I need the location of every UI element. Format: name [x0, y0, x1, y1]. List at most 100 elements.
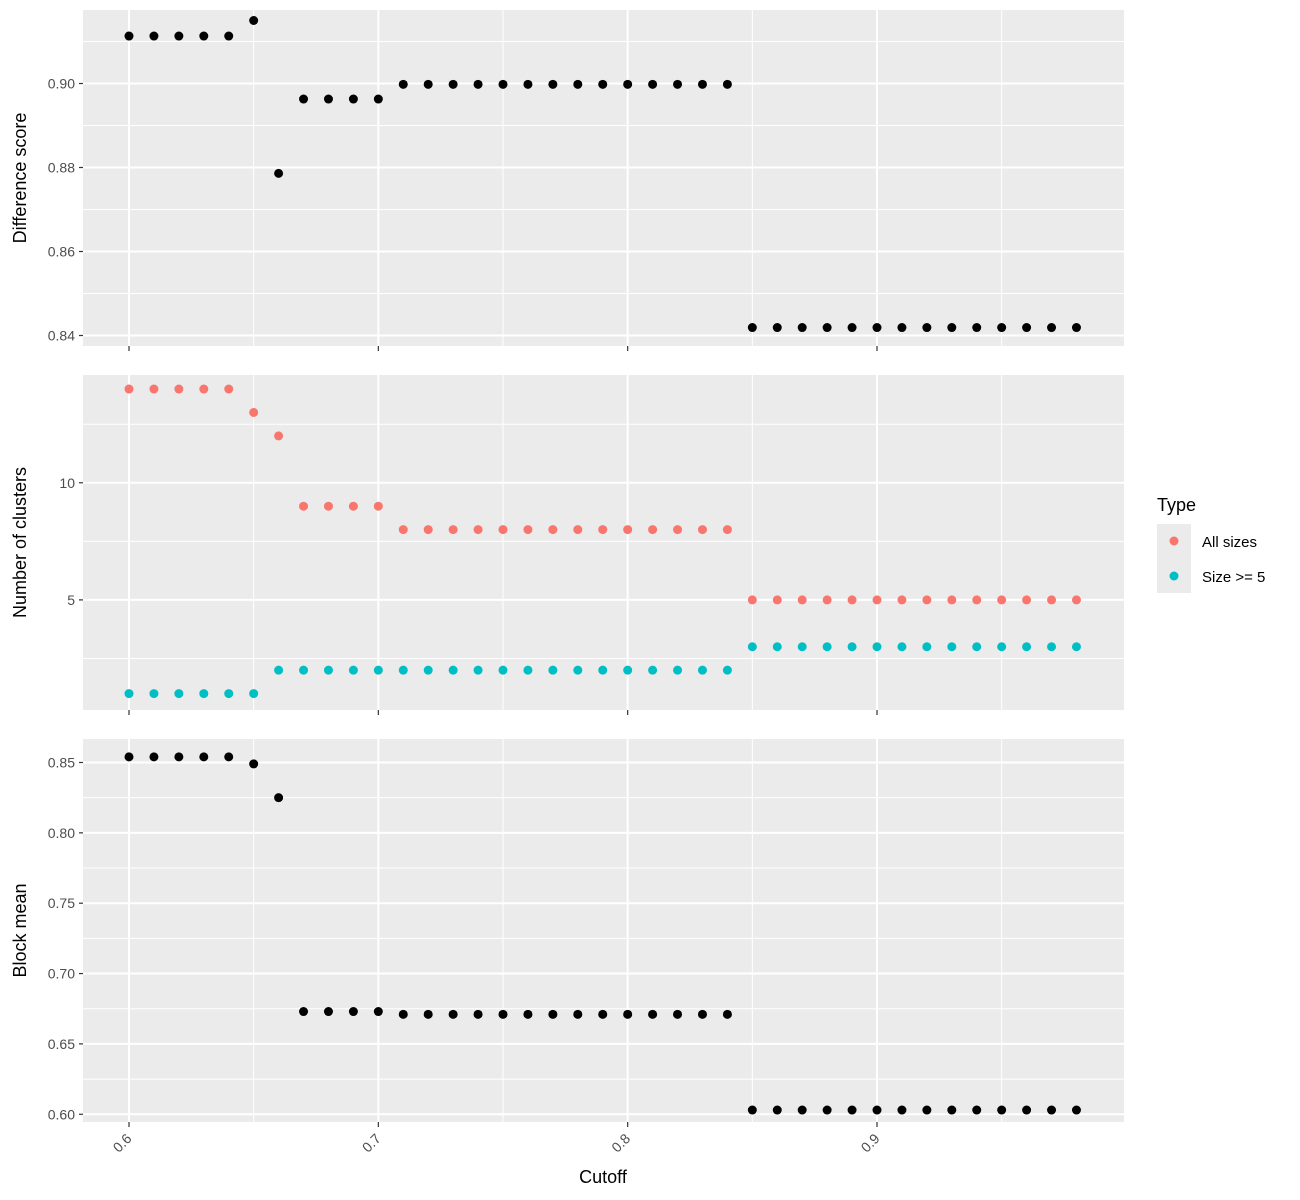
data-point [274, 793, 284, 803]
y-axis-title: Number of clusters [10, 467, 30, 618]
data-point [323, 1007, 333, 1017]
legend-title: Type [1157, 495, 1196, 515]
data-point [224, 31, 234, 41]
data-point [997, 642, 1007, 652]
data-point [972, 323, 982, 333]
data-point [1071, 1105, 1081, 1115]
data-point [697, 665, 707, 675]
y-axis-title: Block mean [10, 883, 30, 977]
data-point [448, 79, 458, 89]
data-point [872, 323, 882, 333]
data-point [274, 168, 284, 178]
data-point [149, 384, 159, 394]
data-point [1022, 323, 1032, 333]
data-point [299, 501, 309, 511]
data-point [274, 665, 284, 675]
data-point [623, 665, 633, 675]
legend-key-all-sizes [1169, 536, 1179, 546]
data-point [997, 323, 1007, 333]
data-point [598, 525, 608, 535]
data-point [922, 323, 932, 333]
data-point [772, 323, 782, 333]
data-point [947, 642, 957, 652]
data-point [174, 752, 184, 762]
data-point [423, 525, 433, 535]
data-point [1071, 323, 1081, 333]
data-point [972, 642, 982, 652]
data-point [947, 323, 957, 333]
data-point [448, 1009, 458, 1019]
data-point [822, 1105, 832, 1115]
data-point [523, 665, 533, 675]
data-point [1071, 642, 1081, 652]
legend: Type All sizes Size >= 5 [1157, 495, 1265, 593]
data-point [348, 1007, 358, 1017]
data-point [797, 642, 807, 652]
data-point [897, 1105, 907, 1115]
data-point [548, 79, 558, 89]
data-point [673, 665, 683, 675]
x-tick-label: 0.6 [110, 1130, 135, 1155]
data-point [398, 79, 408, 89]
data-point [224, 689, 234, 699]
legend-label-all-sizes: All sizes [1202, 534, 1257, 551]
data-point [1047, 1105, 1057, 1115]
data-point [897, 595, 907, 605]
data-point [1022, 1105, 1032, 1115]
data-point [299, 665, 309, 675]
data-point [673, 1009, 683, 1019]
legend-key-size5 [1169, 571, 1179, 581]
data-point [697, 79, 707, 89]
data-point [897, 323, 907, 333]
data-point [473, 665, 483, 675]
data-point [323, 94, 333, 104]
data-point [772, 1105, 782, 1115]
data-point [997, 595, 1007, 605]
x-tick-label: 0.8 [608, 1130, 633, 1155]
y-tick-label: 10 [59, 475, 75, 491]
data-point [822, 595, 832, 605]
data-point [673, 79, 683, 89]
data-point [722, 525, 732, 535]
data-point [1047, 642, 1057, 652]
data-point [797, 595, 807, 605]
panel-background [83, 375, 1124, 710]
panel-middle: 5 10 Number of clusters [10, 375, 1124, 715]
data-point [323, 501, 333, 511]
data-point [348, 94, 358, 104]
data-point [249, 689, 259, 699]
y-tick-label: 0.84 [48, 328, 75, 344]
data-point [299, 1007, 309, 1017]
data-point [423, 1009, 433, 1019]
data-point [199, 31, 209, 41]
data-point [573, 79, 583, 89]
y-tick-label: 0.75 [48, 895, 75, 911]
data-point [573, 1009, 583, 1019]
data-point [523, 525, 533, 535]
data-point [822, 323, 832, 333]
data-point [772, 642, 782, 652]
data-point [1022, 595, 1032, 605]
data-point [847, 323, 857, 333]
y-tick-label: 0.65 [48, 1036, 75, 1052]
data-point [747, 642, 757, 652]
data-point [348, 665, 358, 675]
data-point [498, 79, 508, 89]
data-point [897, 642, 907, 652]
data-point [648, 1009, 658, 1019]
data-point [124, 31, 134, 41]
y-axis-title: Difference score [10, 113, 30, 244]
data-point [922, 1105, 932, 1115]
y-tick-label: 0.80 [48, 825, 75, 841]
y-tick-label: 0.90 [48, 76, 75, 92]
data-point [423, 665, 433, 675]
data-point [747, 323, 757, 333]
data-point [323, 665, 333, 675]
data-point [348, 501, 358, 511]
data-point [523, 1009, 533, 1019]
panel-bottom: 0.60 0.65 0.70 0.75 0.80 0.85 Block mean 0.6 0.7… [10, 739, 1124, 1155]
data-point [972, 595, 982, 605]
data-point [199, 689, 209, 699]
data-point [398, 1009, 408, 1019]
